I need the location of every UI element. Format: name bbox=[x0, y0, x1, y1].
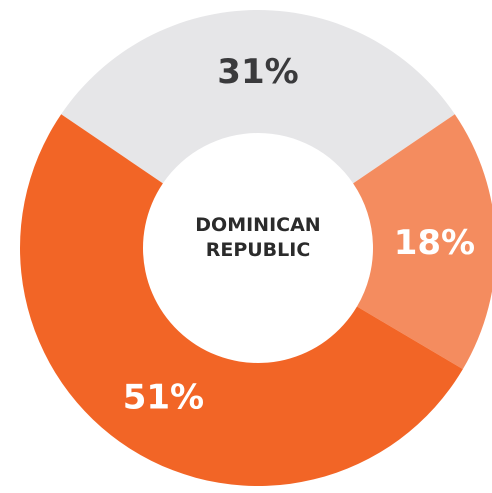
donut-slice bbox=[61, 10, 455, 184]
value-label: 31% bbox=[217, 52, 298, 92]
value-label: 51% bbox=[123, 378, 204, 418]
center-label: DOMINICAN REPUBLIC bbox=[195, 214, 321, 261]
donut-slice bbox=[19, 114, 463, 487]
donut-slice bbox=[353, 114, 492, 370]
value-label: 18% bbox=[394, 223, 475, 263]
